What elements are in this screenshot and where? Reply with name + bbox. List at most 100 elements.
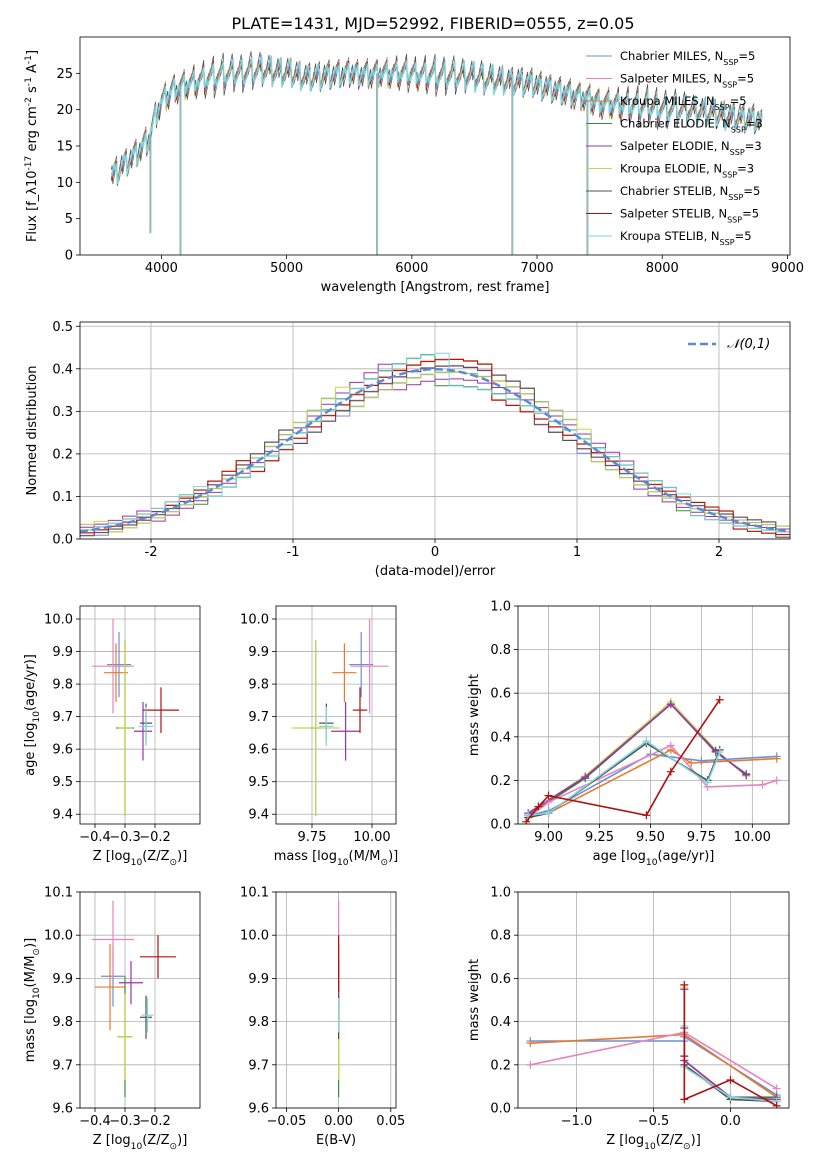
y-tick-label: 5 <box>65 212 73 227</box>
y-tick-label: 0.0 <box>52 533 73 548</box>
axes: -2 -1 0 1 2 0.0 0.1 0.2 0.3 0.4 0.5 (data-model)/er… <box>25 320 791 579</box>
x-tick-label: 1 <box>573 545 581 560</box>
series-marker-kroupa_stelib <box>544 809 553 818</box>
y-tick-label: 20 <box>56 103 73 118</box>
series-line-salpeter_stelib <box>525 699 721 823</box>
hist-step-salpeter_stelib <box>80 359 790 536</box>
y-tick-label: 10.0 <box>44 613 73 628</box>
grid <box>276 606 396 824</box>
chart-mass_vs_ebv: −0.05 0.00 0.05 9.6 9.7 9.8 9.9 10.0 10.1 E(B-V) <box>240 886 405 1149</box>
axes: 9.00 9.25 9.50 9.75 10.00 0.0 0.2 0.4 0.6 0.8 1.0 a… <box>467 600 790 868</box>
plot-area <box>110 51 763 255</box>
series-marker-salpeter_stelib <box>544 791 553 800</box>
legend-label-salpeter_miles: Salpeter MILES, NSSP=5 <box>620 72 754 90</box>
x-axis-label: age [log10(age/yr)] <box>593 849 715 868</box>
x-tick-label: −0.3 <box>109 830 141 845</box>
plot-area <box>92 619 179 816</box>
series-marker-kroupa_miles <box>687 758 696 767</box>
legend-label-kroupa_miles: Kroupa MILES, NSSP=5 <box>620 94 747 112</box>
series-line-chabrier_miles <box>528 753 777 817</box>
legend-label-salpeter_stelib: Salpeter STELIB, NSSP=5 <box>620 207 759 225</box>
series-marker-kroupa_miles <box>526 1039 535 1048</box>
x-tick-label: −0.2 <box>139 830 171 845</box>
x-tick-label: 9.75 <box>298 830 327 845</box>
x-tick-label: 9000 <box>771 261 804 276</box>
y-tick-label: 10.0 <box>240 613 269 628</box>
hist-step-salpeter_elodie <box>80 363 790 530</box>
x-tick-label: 0 <box>431 545 439 560</box>
y-tick-label: 9.5 <box>52 775 73 790</box>
y-tick-label: 0.0 <box>490 1102 511 1117</box>
series-marker-salpeter_elodie <box>711 746 720 755</box>
grid <box>276 891 396 1109</box>
axes: 4000 5000 6000 7000 8000 9000 0 5 10 15 20 25 wavele… <box>24 36 804 295</box>
x-tick-label: 10.00 <box>353 830 390 845</box>
x-tick-label: -1 <box>287 545 300 560</box>
x-tick-label: 9.50 <box>636 830 665 845</box>
y-tick-label: 0.4 <box>52 362 73 377</box>
y-tick-label: 1.0 <box>490 600 511 615</box>
x-tick-label: −0.05 <box>267 1114 307 1129</box>
series-marker-kroupa_stelib <box>703 778 712 787</box>
chart-weight_vs_age: 9.00 9.25 9.50 9.75 10.00 0.0 0.2 0.4 0.6 0.8 1.0 a… <box>467 600 790 868</box>
x-tick-label: 4000 <box>145 261 178 276</box>
hist-step-kroupa_elodie <box>80 372 790 533</box>
series-line-salpeter_miles <box>527 744 778 819</box>
axes-frame <box>79 605 201 825</box>
y-tick-label: 10 <box>56 176 73 191</box>
series-marker-salpeter_stelib <box>680 1052 689 1061</box>
y-axis-label: Flux [f_λ10-17 erg cm-2 s-1 A-1] <box>24 50 40 242</box>
legend-label-chabrier_stelib: Chabrier STELIB, NSSP=5 <box>620 184 760 202</box>
x-tick-label: 7000 <box>521 261 554 276</box>
y-tick-label: 0.2 <box>490 1058 511 1073</box>
y-tick-label: 0.8 <box>490 643 511 658</box>
y-tick-label: 10.1 <box>240 886 269 901</box>
y-tick-label: 9.8 <box>52 678 73 693</box>
x-axis-label: E(B-V) <box>316 1133 356 1148</box>
y-axis-label: mass weight <box>467 959 482 1041</box>
series-marker-salpeter_miles <box>758 780 767 789</box>
y-tick-label: 9.7 <box>248 1058 269 1073</box>
y-tick-label: 9.6 <box>248 743 269 758</box>
chart-residual_hist: -2 -1 0 1 2 0.0 0.1 0.2 0.3 0.4 0.5 (data-model)/er… <box>25 320 791 579</box>
gaussian-curve <box>80 368 788 533</box>
x-tick-label: 0.05 <box>376 1114 405 1129</box>
y-tick-label: 9.7 <box>52 1058 73 1073</box>
axes: −0.4−0.3−0.2 9.4 9.5 9.6 9.7 9.8 9.9 10.0 Z [log… <box>23 605 201 868</box>
grid <box>518 605 789 825</box>
y-tick-label: 0 <box>65 249 73 264</box>
series-marker-kroupa_stelib <box>642 737 651 746</box>
y-tick-label: 0.4 <box>490 1015 511 1030</box>
x-tick-label: 8000 <box>646 261 679 276</box>
series-marker-salpeter_stelib <box>642 811 651 820</box>
legend-label-chabrier_elodie: Chabrier ELODIE, NSSP=3 <box>620 117 763 135</box>
y-tick-label: 9.8 <box>248 678 269 693</box>
series-marker-chabrier_miles <box>697 756 706 765</box>
series-marker-salpeter_stelib <box>726 1075 735 1084</box>
legend-gaussian-label: 𝒩(0,1) <box>727 337 770 352</box>
axes: −1.0 −0.5 0.0 0.0 0.2 0.4 0.6 0.8 1.0 Z [log10(Z/… <box>467 886 790 1152</box>
chart-layer: 4000 5000 6000 7000 8000 90000510152025wavele… <box>23 36 804 1152</box>
y-axis-label: Normed distribution <box>25 366 40 496</box>
axes: −0.05 0.00 0.05 9.6 9.7 9.8 9.9 10.0 10.1 E(B-V) <box>240 886 405 1149</box>
hist-step-kroupa_stelib <box>80 352 790 533</box>
legend-label-salpeter_elodie: Salpeter ELODIE, NSSP=3 <box>620 139 762 157</box>
series-marker-salpeter_stelib <box>680 980 689 989</box>
plot-area <box>291 619 389 816</box>
y-tick-label: 9.6 <box>52 1102 73 1117</box>
series-marker-salpeter_miles <box>772 776 781 785</box>
axes-frame <box>275 891 397 1109</box>
y-tick-label: 9.8 <box>52 1015 73 1030</box>
series-marker-salpeter_stelib <box>522 817 531 824</box>
y-tick-label: 9.9 <box>52 645 73 660</box>
figure-title: PLATE=1431, MJD=52992, FIBERID=0555, z=0… <box>231 14 634 33</box>
y-tick-label: 0.5 <box>52 320 73 335</box>
x-tick-label: 5000 <box>270 261 303 276</box>
y-tick-label: 15 <box>56 140 73 155</box>
x-tick-label: −0.4 <box>79 1114 111 1129</box>
chart-mass_vs_Z: −0.4−0.3−0.2 9.6 9.7 9.8 9.9 10.0 10.1 Z [log10… <box>23 886 201 1152</box>
axes: −0.4−0.3−0.2 9.6 9.7 9.8 9.9 10.0 10.1 Z [log10… <box>23 886 201 1152</box>
y-axis-label: mass [log10(M/M⊙)] <box>23 938 42 1062</box>
series-marker-salpeter_stelib <box>715 695 724 704</box>
